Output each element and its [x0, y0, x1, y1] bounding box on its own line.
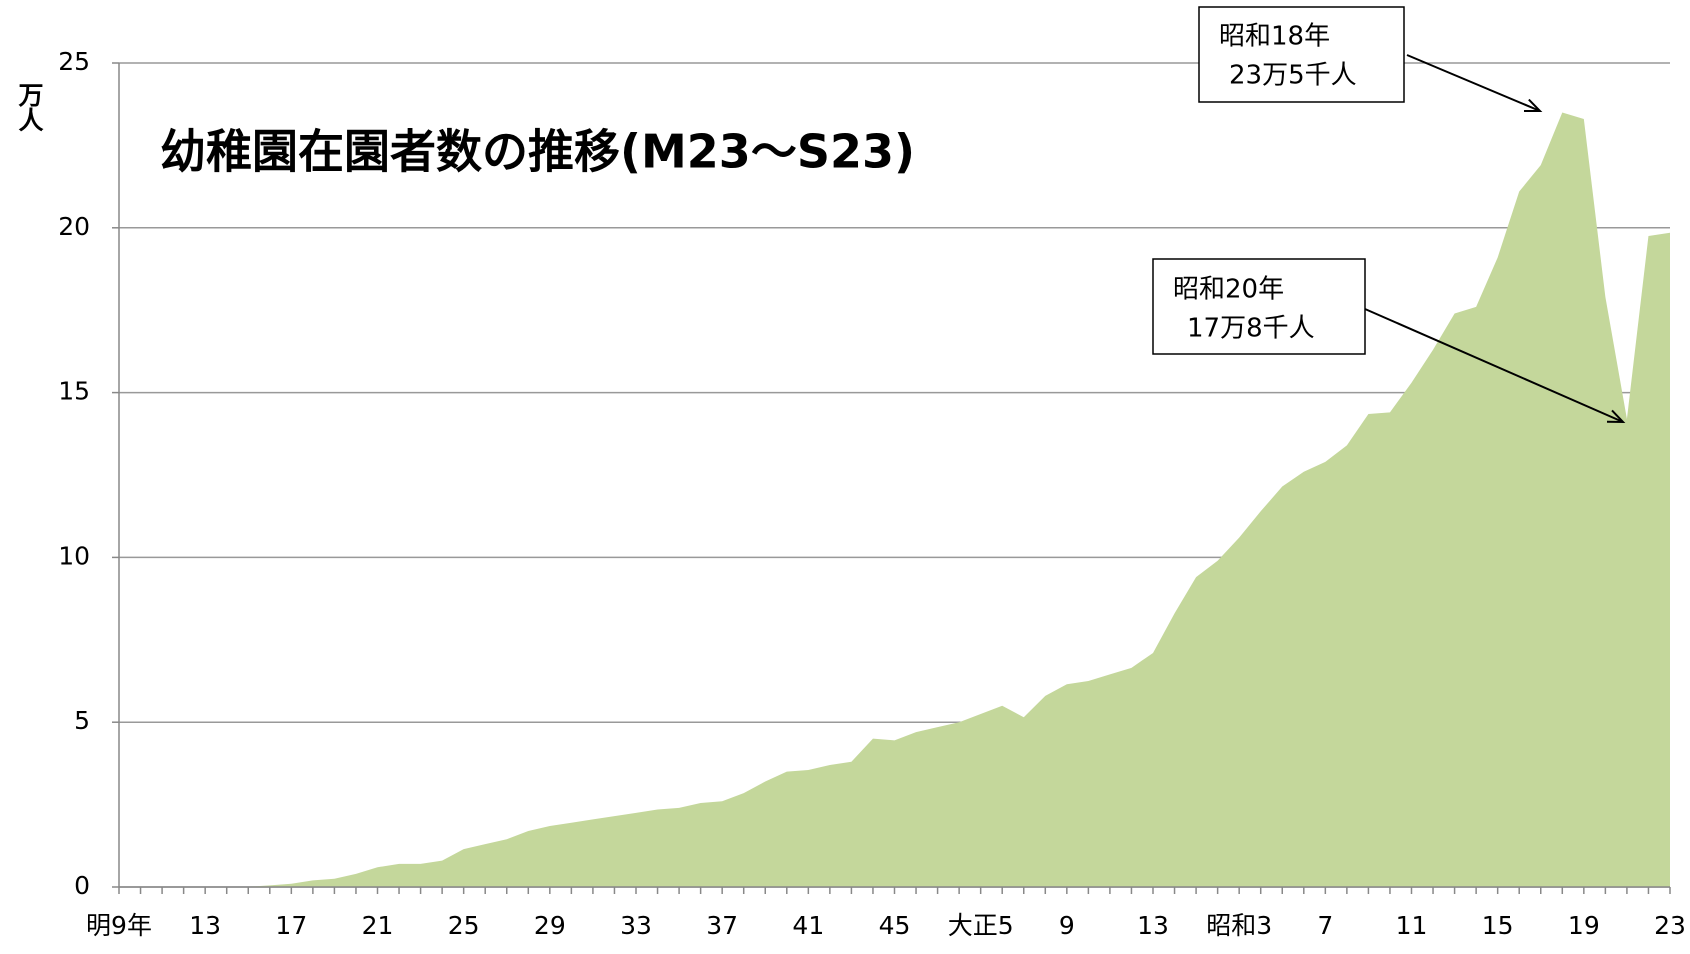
x-tick-label: 19 [1568, 911, 1600, 940]
y-tick-label: 5 [74, 706, 90, 735]
x-tick-label: 23 [1654, 911, 1686, 940]
annotation-text: 昭和20年 [1173, 275, 1284, 305]
y-tick-label: 15 [58, 377, 90, 406]
annotation-box [1152, 258, 1366, 355]
x-tick-label: 45 [879, 911, 911, 940]
y-tick-label: 20 [58, 212, 90, 241]
y-tick-label: 10 [58, 541, 90, 570]
x-tick-label: 昭和3 [1206, 911, 1272, 940]
x-tick-label: 21 [362, 911, 394, 940]
annotation-text: 昭和18年 [1219, 22, 1330, 52]
annotation-arrow [1406, 54, 1541, 112]
annotation-arrow [1364, 308, 1624, 423]
x-tick-label: 11 [1396, 911, 1428, 940]
area [119, 112, 1670, 887]
y-tick-label: 0 [74, 871, 90, 900]
annotation-box [1198, 6, 1405, 103]
x-tick-label: 明9年 [86, 911, 152, 940]
arrow-head [1523, 98, 1543, 113]
annotation-text: 17万8千人 [1187, 314, 1315, 344]
chart-title: 幼稚園在園者数の推移(M23〜S23) [160, 125, 915, 179]
y-axis-label: 万人 [15, 82, 44, 132]
x-tick-label: 大正5 [948, 911, 1014, 940]
arrow-head [1606, 409, 1626, 424]
x-tick-label: 41 [792, 911, 824, 940]
x-tick-label: 13 [1137, 911, 1169, 940]
y-tick-label: 25 [58, 47, 90, 76]
x-tick-label: 29 [534, 911, 566, 940]
x-tick-label: 7 [1317, 911, 1333, 940]
annotation-text: 23万5千人 [1229, 61, 1357, 91]
x-tick-label: 37 [706, 911, 738, 940]
x-tick-label: 25 [448, 911, 480, 940]
x-tick-label: 33 [620, 911, 652, 940]
x-tick-label: 13 [189, 911, 221, 940]
x-tick-label: 15 [1482, 911, 1514, 940]
x-tick-label: 17 [275, 911, 307, 940]
annotations: 昭和18年 23万5千人 昭和20年 17万8千人 [1152, 6, 1405, 355]
x-tick-label: 9 [1059, 911, 1075, 940]
